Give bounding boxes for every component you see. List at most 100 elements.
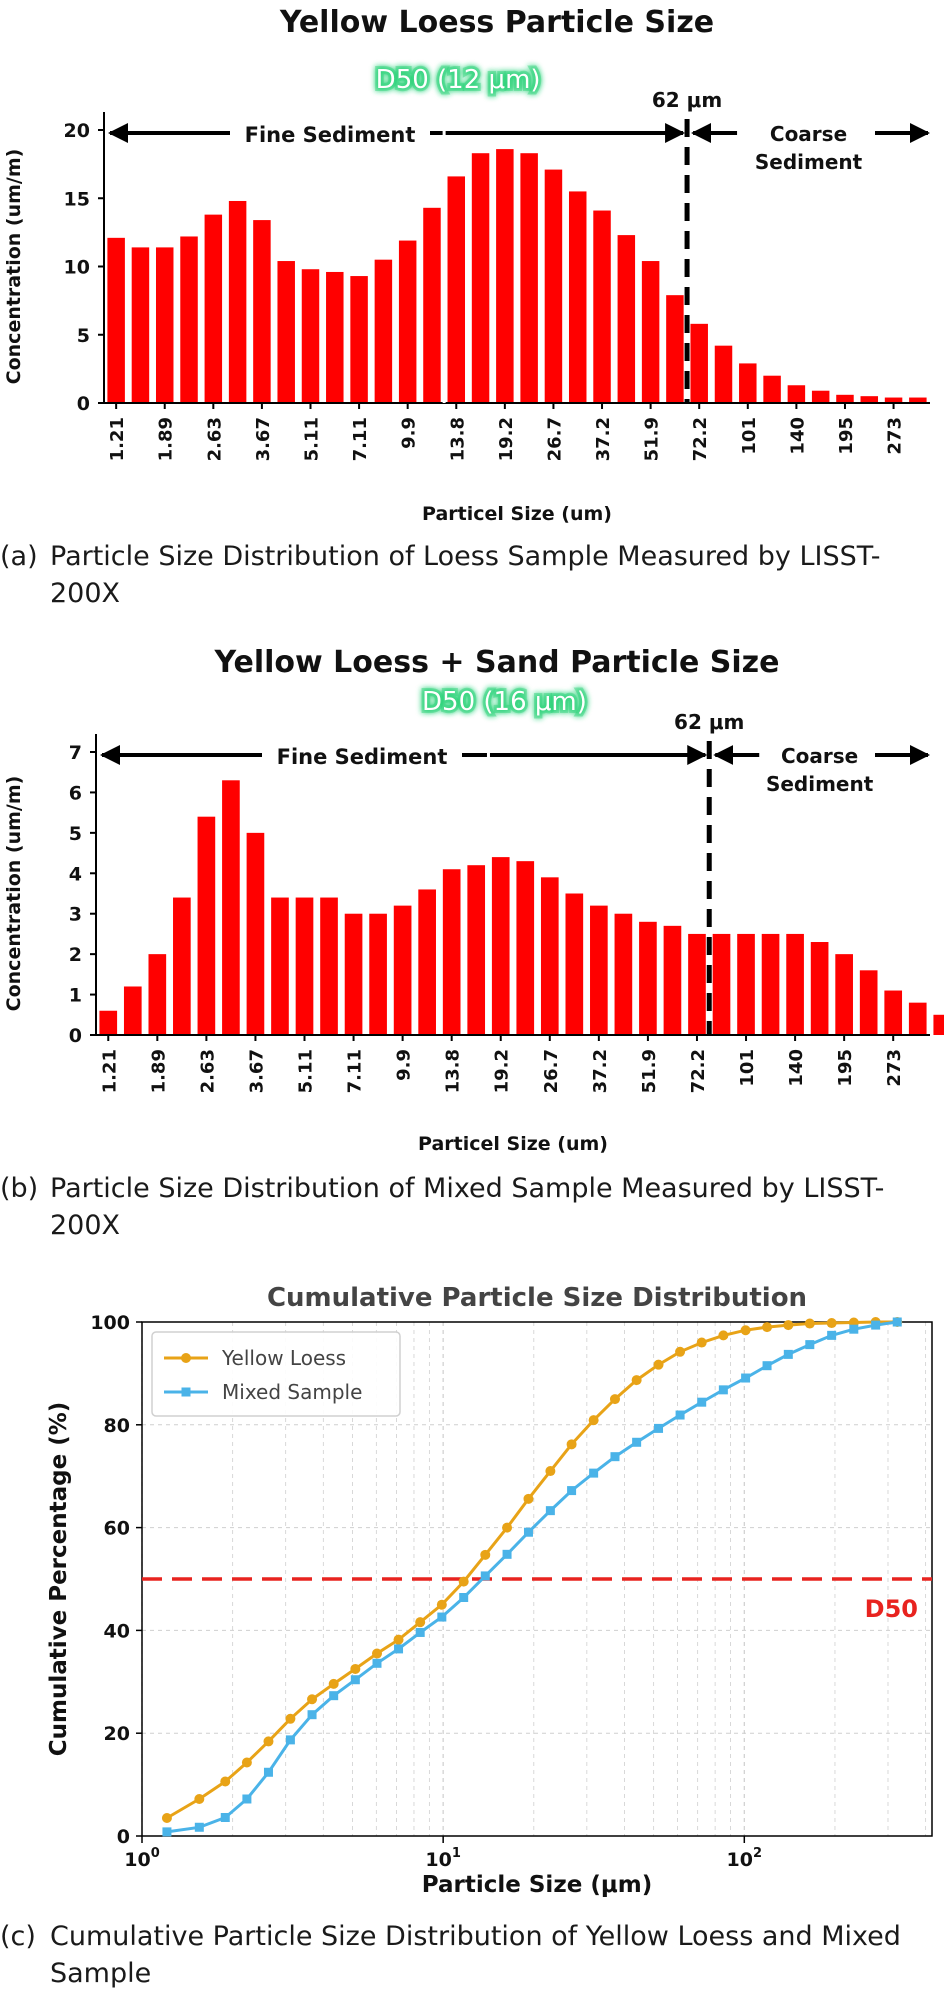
- data-point-yellow-loess: [696, 1337, 707, 1348]
- bar-140: [787, 385, 806, 403]
- bar-1.48: [131, 247, 150, 403]
- fine-sediment-label: Fine Sediment: [245, 123, 416, 147]
- chart-title: Yellow Loess Particle Size: [279, 5, 714, 40]
- bar-231: [859, 970, 878, 1035]
- bar-13.8: [447, 176, 466, 403]
- y-axis-label: Cumulative Percentage (%): [46, 1402, 72, 1757]
- threshold-label: 62 μm: [652, 88, 722, 112]
- y-tick-label: 5: [77, 325, 90, 347]
- x-tick-label: 13.8: [443, 1049, 464, 1093]
- x-tick-label: 140: [786, 1049, 807, 1087]
- legend-swatch-marker: [181, 1387, 191, 1397]
- bar-85.2: [712, 933, 731, 1035]
- caption-a: (a) Particle Size Distribution of Loess …: [0, 538, 944, 620]
- data-point-mixed-sample: [415, 1627, 425, 1637]
- chart-title: Cumulative Particle Size Distribution: [267, 1283, 807, 1313]
- data-point-mixed-sample: [589, 1468, 599, 1478]
- data-point-mixed-sample: [675, 1410, 685, 1420]
- data-point-mixed-sample: [437, 1612, 447, 1622]
- coarse-label-line2: Sediment: [755, 150, 863, 174]
- y-tick-label: 1: [69, 985, 82, 1007]
- x-tick-label: 101: [737, 1049, 758, 1087]
- bar-22.7: [520, 153, 538, 403]
- series-line-yellow-loess: [166, 1320, 898, 1820]
- bar-8.39: [369, 913, 387, 1035]
- bar-37.2: [590, 905, 608, 1035]
- chart-title: Yellow Loess + Sand Particle Size: [214, 645, 780, 680]
- x-tick-label: 7.11: [350, 417, 371, 461]
- data-point-mixed-sample: [871, 1320, 881, 1330]
- caption-a-line1: Particle Size Distribution of Loess Samp…: [50, 541, 881, 572]
- bar-119: [763, 375, 781, 403]
- data-point-mixed-sample: [329, 1691, 339, 1701]
- bar-6.03: [320, 897, 338, 1035]
- coarse-label-line1: Coarse: [770, 122, 847, 146]
- threshold-label: 62 μm: [674, 710, 744, 734]
- legend-label: Yellow Loess: [221, 1346, 346, 1370]
- caption-c-line2: Sample: [50, 1958, 152, 1989]
- bar-19.2: [496, 149, 514, 403]
- data-point-yellow-loess: [350, 1663, 361, 1674]
- bar-26.7: [540, 877, 559, 1035]
- x-tick-label: 3.67: [246, 1049, 267, 1093]
- line-chart-cumulative: Cumulative Particle Size Distribution 0 20…: [46, 1283, 933, 1898]
- fine-sediment-label: Fine Sediment: [277, 745, 448, 769]
- bar-3.11: [222, 780, 240, 1035]
- y-tick-label: 0: [77, 393, 90, 415]
- bar-273: [884, 990, 903, 1035]
- d50-label: D50 (12 μm): [376, 65, 541, 95]
- caption-c: (c) Cumulative Particle Size Distributio…: [0, 1918, 944, 2000]
- bar-3.11: [228, 200, 247, 403]
- data-point-mixed-sample: [827, 1330, 837, 1340]
- x-tick-label: 1.89: [148, 1049, 169, 1093]
- data-point-yellow-loess: [653, 1359, 664, 1370]
- data-point-yellow-loess: [502, 1522, 513, 1533]
- bar-16.3: [467, 865, 486, 1035]
- bar-72.2: [688, 933, 706, 1035]
- bar-undefined: [933, 1014, 944, 1035]
- data-point-yellow-loess: [307, 1694, 318, 1705]
- bar-26.7: [544, 169, 563, 403]
- y-axis-label: Concentration (um/m): [3, 149, 25, 385]
- bar-31.6: [568, 191, 587, 403]
- y-tick-label: 60: [104, 1518, 130, 1540]
- x-tick-label: 101: [425, 1846, 461, 1871]
- data-point-yellow-loess: [393, 1634, 404, 1645]
- bar-2.63: [204, 214, 223, 403]
- bar-1.48: [123, 986, 142, 1035]
- caption-c-line1: Cumulative Particle Size Distribution of…: [50, 1921, 901, 1952]
- bar-9.9: [398, 240, 417, 403]
- y-tick-label: 20: [64, 120, 90, 142]
- x-tick-label: 37.2: [590, 1049, 611, 1093]
- x-tick-label: 2.63: [197, 1049, 218, 1093]
- bar-140: [786, 933, 804, 1035]
- bar-61.2: [666, 295, 684, 403]
- bar-51.9: [641, 261, 660, 403]
- bar-6.03: [326, 271, 344, 403]
- data-point-yellow-loess: [523, 1493, 534, 1504]
- data-point-yellow-loess: [631, 1375, 642, 1386]
- caption-c-label: (c): [0, 1921, 36, 1952]
- x-tick-label: 5.11: [296, 1049, 317, 1093]
- x-tick-label: 100: [124, 1846, 160, 1871]
- data-point-mixed-sample: [162, 1827, 172, 1837]
- data-point-yellow-loess: [285, 1713, 296, 1724]
- data-point-yellow-loess: [826, 1318, 837, 1329]
- data-point-yellow-loess: [415, 1617, 426, 1628]
- data-point-mixed-sample: [762, 1361, 772, 1371]
- caption-a-line2: 200X: [50, 578, 121, 609]
- x-tick-label: 195: [835, 1049, 856, 1087]
- data-point-yellow-loess: [740, 1325, 751, 1336]
- bar-273: [884, 397, 903, 403]
- y-tick-label: 20: [104, 1723, 130, 1745]
- y-tick-label: 0: [69, 1025, 82, 1047]
- data-point-mixed-sample: [459, 1593, 469, 1603]
- series-line-mixed-sample: [166, 1320, 898, 1834]
- bar-chart-loess-sand: Yellow Loess + Sand Particle Size 0 1 2 3 4 5 6…: [3, 645, 944, 1155]
- bar-7.11: [350, 276, 368, 403]
- bar-322: [908, 1002, 927, 1035]
- data-point-mixed-sample: [523, 1527, 533, 1537]
- x-tick-label: 72.2: [690, 417, 711, 461]
- x-tick-label: 195: [836, 417, 857, 455]
- bar-9.9: [393, 905, 412, 1035]
